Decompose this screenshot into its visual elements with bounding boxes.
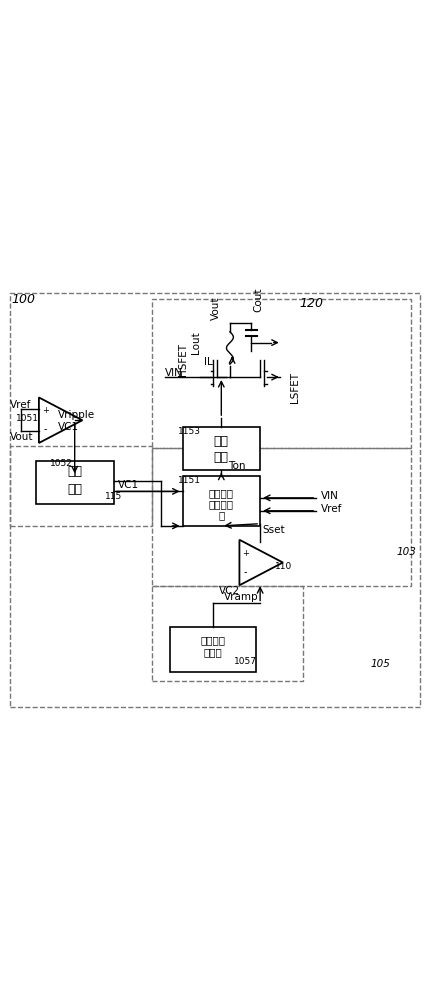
Text: 1057: 1057 xyxy=(233,657,256,666)
Text: Vref: Vref xyxy=(320,504,342,514)
Text: 估计: 估计 xyxy=(67,465,82,478)
Text: 信号产生: 信号产生 xyxy=(209,499,234,509)
Text: Lout: Lout xyxy=(191,331,201,354)
Text: 1153: 1153 xyxy=(178,427,201,436)
Text: LSFET: LSFET xyxy=(290,372,300,403)
Text: 1151: 1151 xyxy=(178,476,201,485)
Bar xyxy=(152,448,411,586)
Text: 控制: 控制 xyxy=(214,435,229,448)
Text: 103: 103 xyxy=(397,547,417,557)
Text: 逻辑: 逻辑 xyxy=(214,451,229,464)
Text: -: - xyxy=(43,425,47,435)
Bar xyxy=(183,476,260,526)
Text: VC2: VC2 xyxy=(219,586,240,596)
Text: 100: 100 xyxy=(11,293,35,306)
Text: Vout: Vout xyxy=(10,432,33,442)
Text: 115: 115 xyxy=(105,492,122,501)
Text: VIN: VIN xyxy=(165,368,183,378)
Text: VC1: VC1 xyxy=(118,480,139,490)
Text: +: + xyxy=(242,549,249,558)
Text: Vref: Vref xyxy=(10,400,31,410)
Text: Vripple: Vripple xyxy=(57,410,95,420)
Text: IL: IL xyxy=(204,357,213,367)
Text: 1051: 1051 xyxy=(16,414,39,423)
Bar xyxy=(36,461,114,504)
Text: VIN: VIN xyxy=(320,491,339,501)
Text: Ton: Ton xyxy=(228,461,245,471)
Text: 120: 120 xyxy=(300,297,324,310)
Text: Vramp: Vramp xyxy=(224,592,258,602)
Text: 1052: 1052 xyxy=(50,459,73,468)
Text: -: - xyxy=(244,567,247,577)
Text: VC1: VC1 xyxy=(57,422,79,432)
Text: 脉冲控制: 脉冲控制 xyxy=(209,489,234,499)
Text: 110: 110 xyxy=(275,562,293,571)
Text: +: + xyxy=(42,406,49,415)
Bar xyxy=(10,446,152,526)
Text: 器: 器 xyxy=(218,510,224,520)
Text: 105: 105 xyxy=(371,659,391,669)
Text: 电路: 电路 xyxy=(67,483,82,496)
Bar xyxy=(170,627,256,672)
Bar xyxy=(152,586,303,681)
Text: HSFET: HSFET xyxy=(178,343,188,376)
Text: Vout: Vout xyxy=(210,296,220,320)
Text: 产生器: 产生器 xyxy=(203,647,222,657)
Bar xyxy=(183,427,260,470)
Text: Sset: Sset xyxy=(262,525,285,535)
Bar xyxy=(152,299,411,448)
Text: Cout: Cout xyxy=(253,287,263,312)
Text: 斜坡电压: 斜坡电压 xyxy=(200,635,225,645)
